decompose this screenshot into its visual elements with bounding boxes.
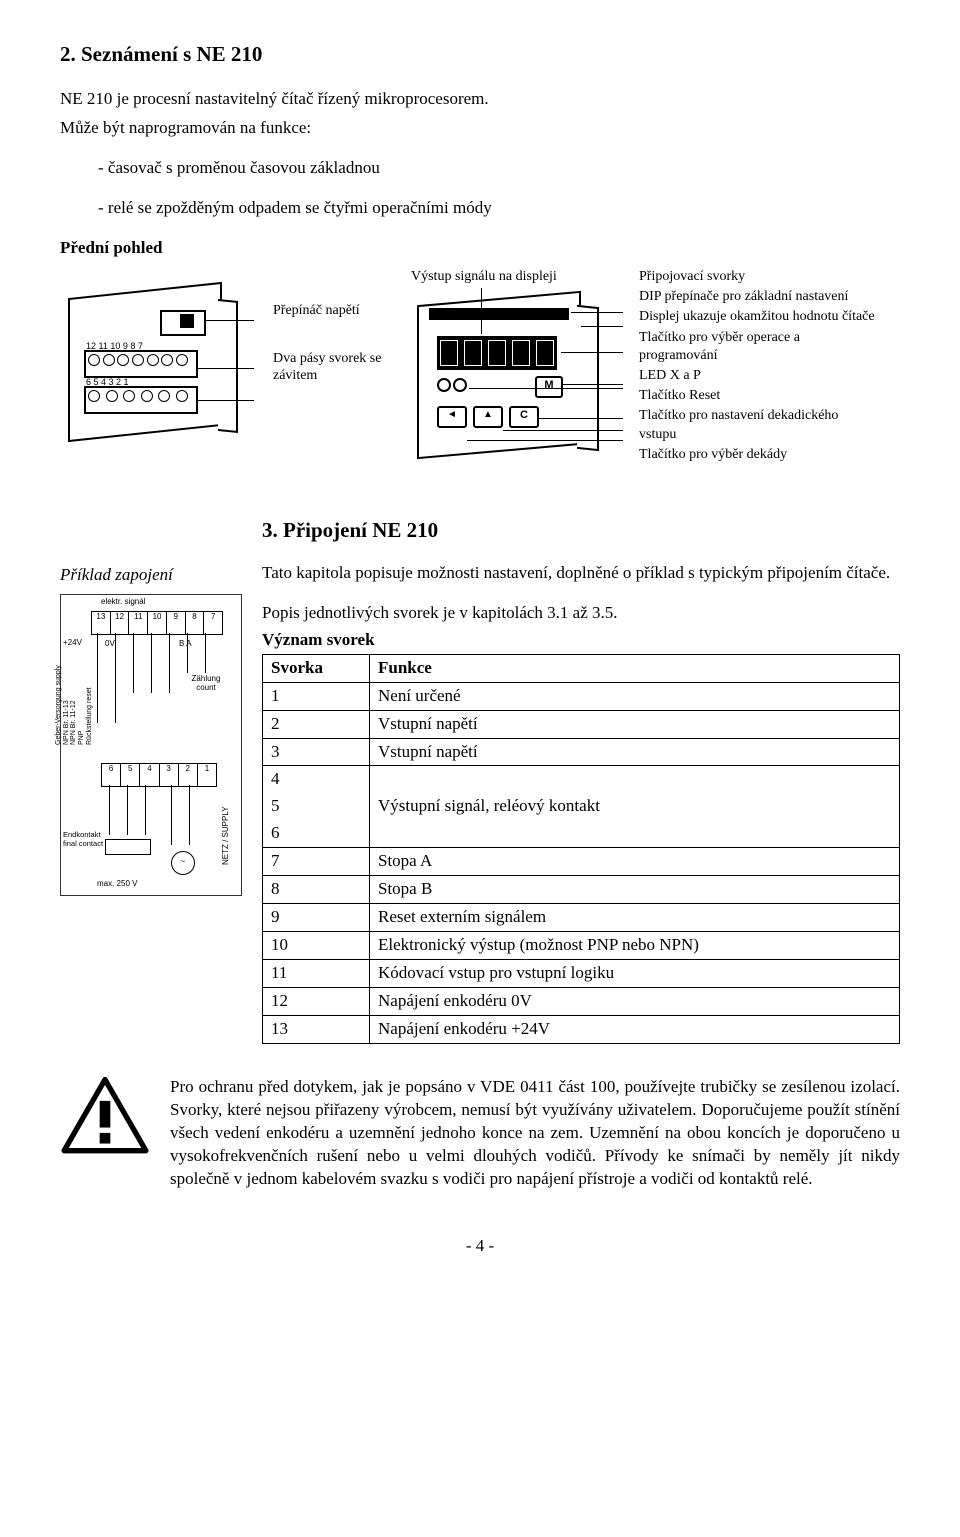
front-view-diagram: M ◄ ▲ C [411, 288, 621, 488]
front-label-4: Tlačítko pro výběr operace a programován… [639, 329, 879, 365]
wiring-lbl-max: max. 250 V [97, 879, 137, 890]
wiring-lbl-ruck: Rückstellung reset [86, 688, 93, 746]
table-row: 8Stopa B [263, 876, 900, 904]
section2-title: 2. Seznámení s NE 210 [60, 40, 900, 68]
wiring-column: Příklad zapojení elektr. signál 13 12 11… [60, 516, 240, 897]
section3-desc1: Tato kapitola popisuje možnosti nastaven… [262, 562, 900, 585]
front-label-6: Tlačítko Reset [639, 387, 879, 405]
rear-label-switch: Přepínáč napětí [273, 302, 393, 320]
wiring-lbl-ba: B A [179, 639, 191, 650]
table-row: 2Vstupní napětí [263, 710, 900, 738]
wiring-diagram: elektr. signál 13 12 11 10 9 8 7 +24V [60, 594, 242, 896]
section3-title: 3. Připojení NE 210 [262, 516, 900, 544]
table-row: 1Není určené [263, 682, 900, 710]
page-number: - 4 - [60, 1235, 900, 1258]
terminal-meaning-heading: Význam svorek [262, 629, 900, 652]
section2-bullet-1: - časovač s proměnou časovou základnou [110, 157, 900, 180]
wiring-lbl-netz: NETZ / SUPPLY [221, 795, 232, 865]
wiring-lbl-0v: 0V [105, 639, 115, 650]
section2-intro: NE 210 je procesní nastavitelný čítač ří… [60, 88, 900, 111]
table-row: 3Vstupní napětí [263, 738, 900, 766]
table-header-row: Svorka Funkce [263, 654, 900, 682]
rear-label-terminals: Dva pásy svorek se závitem [273, 350, 393, 385]
table-row: 12Napájení enkodéru 0V [263, 987, 900, 1015]
wiring-lbl-npn2: NPN Br. 11-12 [70, 701, 77, 746]
rear-view-labels: Přepínáč napětí Dva pásy svorek se závit… [273, 268, 393, 385]
table-row: 4Výstupní signál, reléový kontakt [263, 766, 900, 793]
section2-bullet-2: - relé se zpožděným odpadem se čtyřmi op… [110, 197, 900, 220]
device-views-row: 12 11 10 9 8 7 6 5 4 3 2 1 Přepínáč napě… [60, 268, 900, 488]
warning-text: Pro ochranu před dotykem, jak je popsáno… [170, 1076, 900, 1191]
front-label-2: DIP přepínače pro základní nastavení [639, 288, 879, 306]
wiring-lbl-zahl: Zählung count [192, 674, 221, 692]
front-label-5: LED X a P [639, 367, 879, 385]
section2-prog-line: Může být naprogramován na funkce: [60, 117, 900, 140]
section3-wrap: Příklad zapojení elektr. signál 13 12 11… [60, 516, 900, 1044]
th-funkce: Funkce [370, 654, 900, 682]
wiring-top-text: elektr. signál [101, 597, 145, 608]
wiring-lbl-pnp: PNP [78, 731, 85, 745]
rear-view-diagram: 12 11 10 9 8 7 6 5 4 3 2 1 [60, 268, 255, 468]
table-row: 10Elektronický výstup (možnost PNP nebo … [263, 932, 900, 960]
table-row: 13Napájení enkodéru +24V [263, 1015, 900, 1043]
warning-icon [60, 1076, 150, 1156]
front-label-7: Tlačítko pro nastavení dekadického vstup… [639, 407, 879, 443]
front-label-3: Displej ukazuje okamžitou hodnotu čítače [639, 308, 879, 326]
front-label-1: Připojovací svorky [639, 268, 879, 286]
section3-desc2: Popis jednotlivých svorek je v kapitolác… [262, 602, 900, 625]
wiring-example-label: Příklad zapojení [60, 564, 240, 587]
table-row: 11Kódovací vstup pro vstupní logiku [263, 960, 900, 988]
section2-view-heading: Přední pohled [60, 237, 900, 260]
wiring-lbl-end: Endkontakt final contact [63, 831, 105, 848]
th-svorka: Svorka [263, 654, 370, 682]
section3-right: 3. Připojení NE 210 Tato kapitola popisu… [262, 516, 900, 1044]
wiring-lbl-geber: Geber-Versorgung supply [55, 666, 62, 746]
terminal-table: Svorka Funkce 1Není určené 2Vstupní napě… [262, 654, 900, 1044]
table-row: 9Reset externím signálem [263, 904, 900, 932]
table-row: 7Stopa A [263, 848, 900, 876]
front-label-8: Tlačítko pro výběr dekády [639, 446, 879, 464]
warning-block: Pro ochranu před dotykem, jak je popsáno… [60, 1076, 900, 1191]
wiring-lbl-npn1: NPN Br. 11-13 [63, 701, 70, 746]
front-top-label: Výstup signálu na displeji [411, 268, 561, 286]
front-view-labels: Připojovací svorky DIP přepínače pro zák… [639, 268, 879, 466]
